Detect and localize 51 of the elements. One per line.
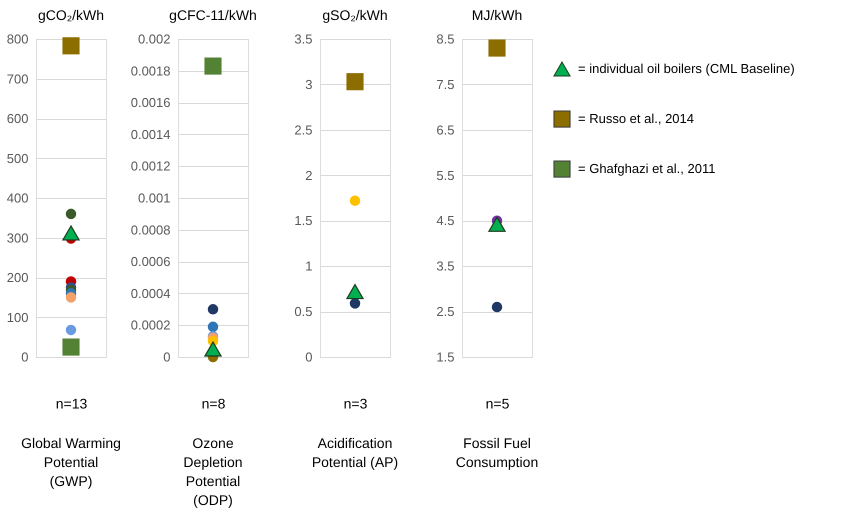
y-tick-label: 7.5 bbox=[436, 76, 454, 92]
text: Global Warming Potential (GWP) bbox=[21, 435, 121, 489]
legend-label: = Ghafghazi et al., 2011 bbox=[578, 161, 716, 176]
y-tick-label: 5.5 bbox=[436, 168, 454, 183]
y-tick-label: 0 bbox=[305, 350, 312, 364]
text: Fossil Fuel Consumption bbox=[456, 435, 538, 470]
x-axis-title: n=8 bbox=[202, 396, 226, 412]
y-tick-label: 700 bbox=[6, 71, 28, 86]
y-tick-label: 0.0004 bbox=[130, 286, 170, 301]
text: Acidification Potential (AP) bbox=[312, 435, 398, 470]
text: Ozone Depletion Potential (ODP) bbox=[183, 435, 243, 508]
y-tick-label: 100 bbox=[6, 310, 28, 325]
y-tick-label: 600 bbox=[6, 111, 28, 126]
y-tick-label: 0.5 bbox=[294, 304, 312, 320]
y-tick-label: 0.0002 bbox=[130, 318, 170, 333]
x-axis-title: n=5 bbox=[486, 396, 510, 412]
y-tick-label: 0.0008 bbox=[130, 222, 170, 238]
x-axis-title: n=13 bbox=[56, 396, 88, 412]
chart-title: gCFC-11/kWh bbox=[169, 7, 257, 23]
y-tick-label: 0.001 bbox=[138, 190, 170, 206]
y-tick-label: 0.002 bbox=[138, 32, 170, 46]
y-tick-label: 0.0014 bbox=[130, 126, 170, 142]
y-tick-label: 0.0006 bbox=[130, 254, 170, 270]
chart-title: gSO₂/kWh bbox=[322, 7, 388, 23]
y-tick-label: 3.5 bbox=[436, 258, 454, 274]
y-tick-label: 8.5 bbox=[436, 32, 454, 46]
y-tick-label: 2 bbox=[305, 168, 312, 183]
y-tick-label: 800 bbox=[6, 32, 28, 46]
y-tick-label: 0.0012 bbox=[130, 158, 170, 174]
chart-title: gCO₂/kWh bbox=[38, 7, 104, 23]
y-tick-label: 300 bbox=[6, 230, 28, 246]
y-tick-label: 0.0016 bbox=[130, 95, 170, 110]
y-tick-label: 2.5 bbox=[436, 304, 454, 320]
x-axis-title: n=3 bbox=[344, 396, 368, 412]
chart-title: MJ/kWh bbox=[472, 7, 522, 23]
y-tick-label: 1.5 bbox=[436, 350, 454, 364]
y-tick-label: 4.5 bbox=[436, 213, 454, 228]
y-tick-label: 500 bbox=[6, 150, 28, 166]
legend-label: = Russo et al., 2014 bbox=[578, 111, 694, 126]
y-tick-label: 200 bbox=[6, 270, 28, 285]
y-tick-label: 0.0018 bbox=[130, 63, 170, 78]
y-tick-label: 0 bbox=[163, 350, 170, 364]
y-tick-label: 3.5 bbox=[294, 32, 312, 46]
y-tick-label: 3 bbox=[305, 76, 312, 92]
y-tick-label: 0 bbox=[21, 350, 28, 364]
y-tick-label: 1.5 bbox=[294, 213, 312, 228]
y-tick-label: 2.5 bbox=[294, 122, 312, 138]
legend-label: = individual oil boilers (CML Baseline) bbox=[578, 61, 795, 76]
y-tick-label: 6.5 bbox=[436, 122, 454, 138]
y-tick-label: 1 bbox=[305, 258, 312, 274]
y-tick-label: 400 bbox=[6, 190, 28, 206]
